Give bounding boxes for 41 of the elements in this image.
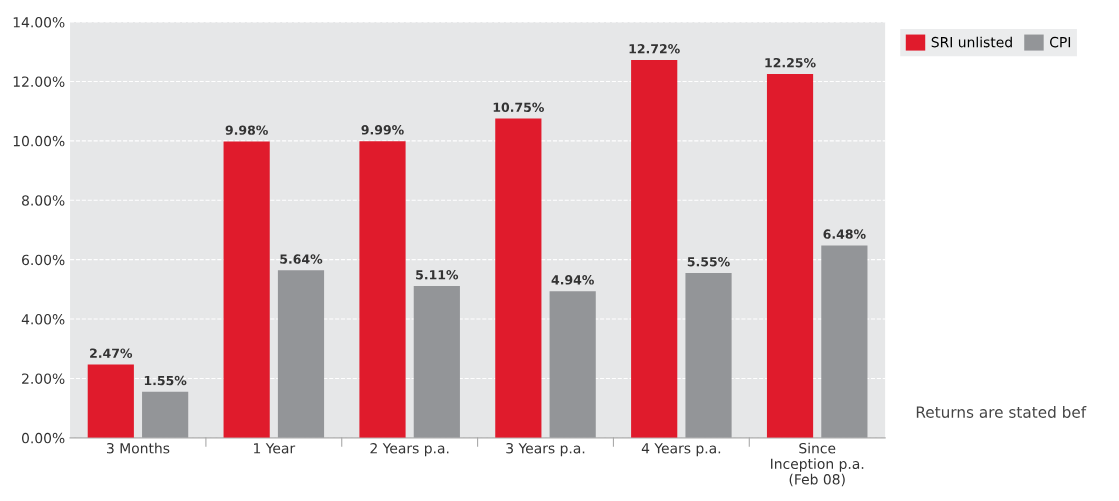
bar [549, 291, 596, 438]
y-tick-label: 12.00% [13, 76, 65, 87]
y-tick-label: 2.00% [22, 373, 65, 384]
bar [277, 270, 325, 438]
y-tick-label: 10.00% [13, 135, 65, 147]
data-label: 12.25% [765, 57, 816, 68]
data-label: 6.48% [823, 229, 866, 239]
data-label: 5.55% [687, 256, 730, 267]
data-label: 10.75% [493, 102, 544, 112]
x-tick-label: 3 Months [107, 442, 170, 454]
y-tick-label: 4.00% [21, 314, 65, 325]
data-label: 5.64% [280, 254, 323, 264]
legend-label: CPI [1050, 36, 1071, 48]
text: Returns are stated bef [916, 406, 1087, 418]
y-tick-label: 8.00% [22, 195, 65, 206]
y-tick-label: 6.00% [22, 254, 65, 266]
x-tick-label: 3 Years p.a. [506, 442, 585, 457]
data-label: 2.47% [90, 348, 133, 358]
bar [223, 141, 270, 438]
bar [142, 391, 189, 438]
bar [631, 60, 678, 438]
bar [359, 141, 406, 438]
bar [821, 245, 868, 438]
x-tick-label: 2 Years p.a. [370, 442, 449, 457]
y-tick-label: 0.00% [21, 432, 65, 444]
bar [413, 286, 460, 438]
x-tick-label: Since Inception p.a. (Feb 08) [771, 442, 864, 487]
data-label: 9.99% [361, 125, 404, 135]
x-tick-label: 4 Years p.a. [641, 443, 721, 457]
data-label: 4.94% [551, 275, 594, 285]
bar [87, 364, 134, 438]
y-tick-label: 14.00% [13, 17, 65, 28]
x-tick-label: 1 Year [254, 443, 296, 454]
data-label: 9.98% [225, 125, 268, 135]
data-label: 12.72% [629, 44, 680, 54]
data-label: 1.55% [144, 375, 187, 386]
bar [685, 273, 732, 438]
bar [495, 118, 542, 438]
legend-label: SRI unlisted [931, 36, 1012, 48]
bar [766, 74, 814, 438]
data-label: 5.11% [416, 270, 459, 280]
